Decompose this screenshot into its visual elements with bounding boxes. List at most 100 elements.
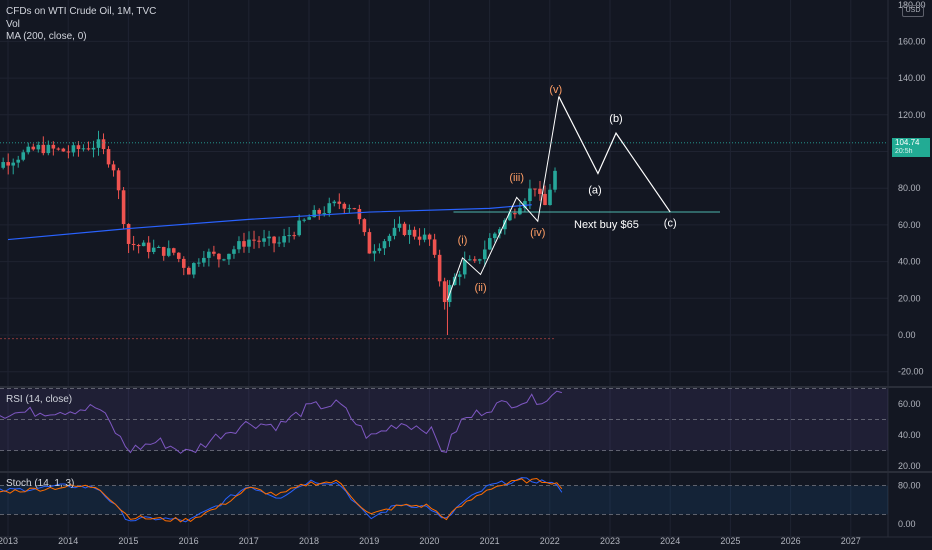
candle-body — [292, 235, 296, 237]
candle-body — [397, 223, 402, 228]
impulse-wave-line — [446, 96, 560, 301]
candle-body — [467, 259, 472, 261]
x-tick-label: 2017 — [239, 536, 259, 546]
grid-lines — [0, 0, 888, 537]
x-tick-label: 2027 — [841, 536, 861, 546]
candle-body — [472, 259, 477, 261]
y-tick-label: 140.00 — [898, 73, 926, 83]
projection-label: (b) — [609, 113, 622, 125]
x-tick-label: 2019 — [359, 536, 379, 546]
candle-body — [498, 229, 502, 234]
candle-body — [282, 236, 286, 243]
candle-body — [1, 162, 5, 168]
candle-body — [237, 241, 241, 250]
candle-body — [272, 236, 276, 244]
candle-body — [392, 227, 397, 236]
candle-body — [427, 234, 432, 240]
candle-body — [347, 208, 352, 210]
candle-body — [136, 245, 141, 247]
wave-label: (i) — [458, 234, 468, 246]
candle-body — [31, 146, 36, 150]
candle-body — [232, 249, 236, 254]
y-tick-label: 80.00 — [898, 183, 921, 193]
candle-body — [11, 162, 16, 166]
candle-body — [553, 170, 557, 190]
candle-body — [488, 238, 492, 250]
candle-body — [377, 248, 382, 251]
price-pane[interactable]: (i) (ii) (iii) (iv) (v) (a) (b) (c) Next buy $65 — [0, 84, 888, 340]
candle-body — [262, 238, 266, 242]
candle-body — [171, 248, 176, 253]
candle-body — [26, 146, 31, 153]
candle-body — [86, 148, 91, 150]
stoch-pane[interactable] — [0, 477, 888, 523]
candle-body — [41, 144, 46, 154]
stoch-tick-label: 80.00 — [898, 481, 921, 491]
x-tick-label: 2023 — [600, 536, 620, 546]
candle-body — [417, 236, 422, 240]
wave-label: (v) — [549, 84, 562, 96]
legend-stoch[interactable]: Stoch (14, 1, 3) — [6, 478, 75, 489]
last-price-tag: 104.74 20:5h — [892, 138, 930, 157]
legend-vol[interactable]: Vol — [6, 19, 20, 30]
candle-body — [508, 213, 512, 221]
candle-body — [297, 220, 301, 236]
ma-line — [7, 204, 532, 241]
rsi-line — [0, 390, 562, 454]
candle-body — [222, 259, 226, 261]
x-tick-label: 2025 — [720, 536, 740, 546]
currency-button[interactable]: USD — [902, 5, 924, 17]
candle-body — [202, 257, 206, 263]
candle-body — [387, 235, 392, 242]
candle-body — [146, 242, 151, 252]
legend-title[interactable]: CFDs on WTI Crude Oil, 1M, TVC — [6, 6, 157, 17]
candle-body — [528, 188, 532, 202]
candle-body — [477, 259, 482, 261]
candle-body — [217, 253, 221, 260]
rsi-pane[interactable] — [0, 388, 888, 454]
x-tick-label: 2024 — [660, 536, 680, 546]
wave-label: (iv) — [530, 227, 545, 239]
candle-body — [101, 139, 106, 150]
candle-body — [36, 144, 41, 150]
x-tick-label: 2021 — [480, 536, 500, 546]
candle-body — [513, 213, 517, 215]
next-buy-annotation: Next buy $65 — [574, 219, 639, 231]
candle-body — [422, 234, 427, 240]
candle-body — [91, 147, 96, 150]
candle-body — [207, 251, 211, 258]
candle-body — [352, 208, 357, 210]
bar-countdown: 20:5h — [895, 148, 913, 155]
candle-body — [141, 242, 146, 247]
candle-body — [412, 229, 417, 237]
candle-body — [442, 281, 447, 303]
legend-rsi[interactable]: RSI (14, close) — [6, 394, 73, 405]
stoch-tick-label: 0.00 — [898, 519, 916, 529]
candle-body — [61, 148, 66, 152]
y-tick-label: 40.00 — [898, 257, 921, 267]
candle-body — [176, 252, 181, 259]
projection-label: (c) — [664, 218, 677, 230]
x-tick-label: 2022 — [540, 536, 560, 546]
candle-body — [161, 246, 166, 256]
x-tick-label: 2013 — [0, 536, 18, 546]
candle-body — [56, 148, 61, 150]
rsi-tick-label: 20.00 — [898, 461, 921, 471]
candle-body — [131, 243, 136, 246]
last-price-value: 104.74 — [895, 138, 920, 147]
stoch-band — [0, 485, 888, 515]
candle-body — [106, 149, 111, 165]
y-tick-label: 0.00 — [898, 330, 916, 340]
candle-body — [66, 151, 71, 153]
candle-body — [518, 208, 522, 215]
candle-body — [181, 258, 186, 268]
candle-body — [322, 213, 327, 215]
candle-body — [482, 249, 487, 260]
y-tick-label: 60.00 — [898, 220, 921, 230]
candle-body — [402, 223, 407, 236]
y-tick-label: 20.00 — [898, 293, 921, 303]
candle-body — [51, 144, 56, 149]
legend-ma[interactable]: MA (200, close, 0) — [6, 31, 87, 42]
